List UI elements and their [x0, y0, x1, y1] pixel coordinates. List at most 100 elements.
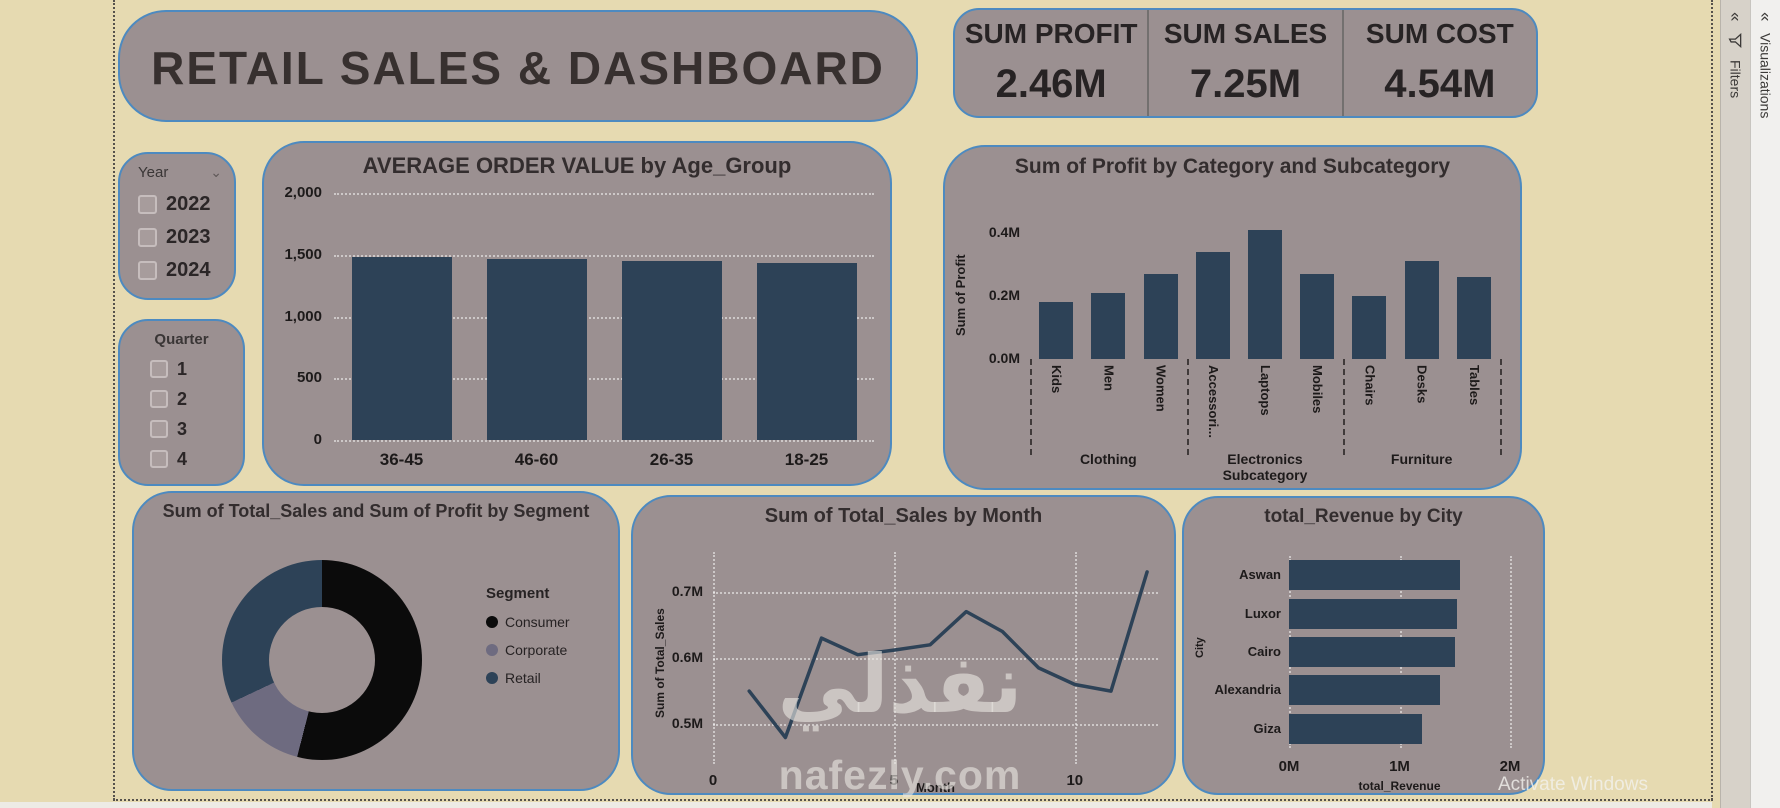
gridline [713, 724, 1158, 727]
bar[interactable] [1289, 598, 1457, 629]
filters-pane-collapsed[interactable]: « Filters [1720, 0, 1750, 808]
axis-tick-label: 0.0M [988, 350, 1020, 366]
kpi-sum-cost[interactable]: SUM COST 4.54M [1341, 10, 1536, 116]
watermark-domain: nafezly.com [778, 752, 1022, 798]
bar[interactable] [1289, 560, 1461, 591]
category-label: 36-45 [379, 450, 424, 469]
chart-sales-by-month[interactable]: Sum of Total_Sales by Month Sum of Total… [631, 495, 1176, 795]
bar[interactable] [1039, 302, 1074, 359]
quarter-option-2[interactable]: 2 [150, 390, 231, 408]
category-label: Tables [1466, 365, 1482, 406]
kpi-label: SUM COST [1365, 18, 1514, 49]
line-series[interactable] [713, 552, 1158, 764]
bar[interactable] [486, 259, 587, 440]
axis-tick-label: 0.5M [671, 715, 703, 732]
category-label: Laptops [1258, 365, 1273, 416]
option-label: 2024 [166, 259, 211, 281]
bar[interactable] [1456, 276, 1491, 359]
quarter-option-3[interactable]: 3 [150, 420, 231, 438]
checkbox[interactable] [150, 360, 168, 378]
gridline [334, 440, 874, 442]
bar[interactable] [621, 260, 722, 440]
visualizations-pane-collapsed[interactable]: « Visualizations [1750, 0, 1780, 808]
year-option-2023[interactable]: 2023 [138, 227, 222, 247]
group-separator [1343, 359, 1346, 455]
year-option-2022[interactable]: 2022 [138, 194, 222, 214]
y-axis-title: Sum of Profit [953, 254, 968, 336]
kpi-sum-profit[interactable]: SUM PROFIT 2.46M [955, 10, 1147, 116]
gridline [713, 552, 715, 764]
chart-title: Sum of Total_Sales and Sum of Profit by … [162, 501, 590, 521]
checkbox[interactable] [150, 390, 168, 408]
gridline [334, 378, 874, 381]
canvas-border-left [113, 0, 115, 800]
category-label: 18-25 [784, 450, 829, 469]
group-separator [1500, 359, 1502, 455]
gridline [713, 658, 1158, 660]
category-label: 46-60 [514, 450, 559, 469]
bar[interactable] [1404, 261, 1439, 359]
line-path[interactable] [747, 570, 1149, 740]
category-label: Men [1101, 365, 1117, 391]
chart-revenue-by-city[interactable]: total_Revenue by City City 0M 1M 2M Aswan Lu… [1182, 496, 1545, 795]
expand-pane-icon[interactable]: « [1756, 12, 1776, 22]
chart-average-order-value[interactable]: AVERAGE ORDER VALUE by Age_Group 2,000 1,… [262, 141, 892, 486]
quarter-option-1[interactable]: 1 [150, 360, 231, 378]
category-label: Luxor [1244, 605, 1281, 621]
bar[interactable] [1195, 251, 1230, 359]
bar[interactable] [1091, 292, 1126, 359]
category-group-label: Clothing [1079, 451, 1137, 467]
checkbox[interactable] [150, 420, 168, 438]
legend-item[interactable]: Retail [486, 670, 570, 686]
legend-item[interactable]: Corporate [486, 642, 570, 658]
kpi-value: 2.46M [995, 62, 1107, 106]
axis-tick-label: 10 [1066, 772, 1084, 789]
line-plot-area: 0.7M 0.6M 0.5M 0 5 10 [672, 552, 1158, 789]
legend-item[interactable]: Consumer [486, 614, 570, 630]
year-option-2024[interactable]: 2024 [138, 260, 222, 280]
bar[interactable] [351, 257, 452, 440]
checkbox[interactable] [138, 227, 157, 247]
option-label: 2023 [166, 226, 211, 248]
donut-hole [269, 607, 375, 713]
checkbox[interactable] [138, 260, 157, 280]
chart-title: AVERAGE ORDER VALUE by Age_Group [362, 153, 792, 178]
legend-title: Segment [486, 585, 550, 602]
filter-funnel-icon [1728, 33, 1742, 49]
category-label: Cairo [1247, 644, 1281, 659]
year-slicer: Year ⌄ 2022 2023 2024 [118, 152, 236, 300]
checkbox[interactable] [150, 450, 168, 468]
quarter-slicer: Quarter 1 2 3 4 [118, 319, 245, 486]
chart-sales-by-segment[interactable]: Sum of Total_Sales and Sum of Profit by … [132, 491, 620, 791]
year-slicer-header: Year [138, 164, 169, 181]
axis-tick-label: 1,500 [284, 245, 322, 263]
axis-tick-label: 1,000 [284, 307, 322, 325]
expand-pane-icon[interactable]: « [1726, 12, 1746, 22]
bar[interactable] [1300, 273, 1335, 359]
option-label: 1 [177, 359, 188, 379]
bar[interactable] [1143, 273, 1178, 359]
kpi-sum-sales[interactable]: SUM SALES 7.25M [1147, 10, 1341, 116]
bar[interactable] [1289, 713, 1422, 744]
gridline [334, 193, 874, 195]
legend-swatch-icon [486, 644, 498, 656]
bar[interactable] [1289, 637, 1455, 667]
bar[interactable] [1352, 295, 1387, 359]
chart-title: total_Revenue by City [1264, 506, 1463, 527]
option-label: 4 [177, 449, 188, 469]
bar[interactable] [1289, 675, 1441, 706]
gridline [334, 254, 874, 257]
kpi-label: SUM SALES [1163, 18, 1328, 49]
bar[interactable] [756, 263, 857, 440]
legend-swatch-icon [486, 616, 498, 628]
bar[interactable] [1248, 229, 1282, 359]
axis-tick-label: 1M [1389, 758, 1410, 775]
chevron-down-icon[interactable]: ⌄ [210, 164, 222, 180]
watermark-arabic: نفذلي [777, 638, 1023, 731]
checkbox[interactable] [138, 194, 157, 214]
quarter-option-4[interactable]: 4 [150, 450, 231, 468]
chart-profit-by-subcategory[interactable]: Sum of Profit by Category and Subcategor… [943, 145, 1522, 490]
axis-tick-label: 0 [708, 772, 718, 789]
city-plot-area: 0M 1M 2M Aswan Luxor Cairo Alexandria Giza [1215, 556, 1520, 775]
